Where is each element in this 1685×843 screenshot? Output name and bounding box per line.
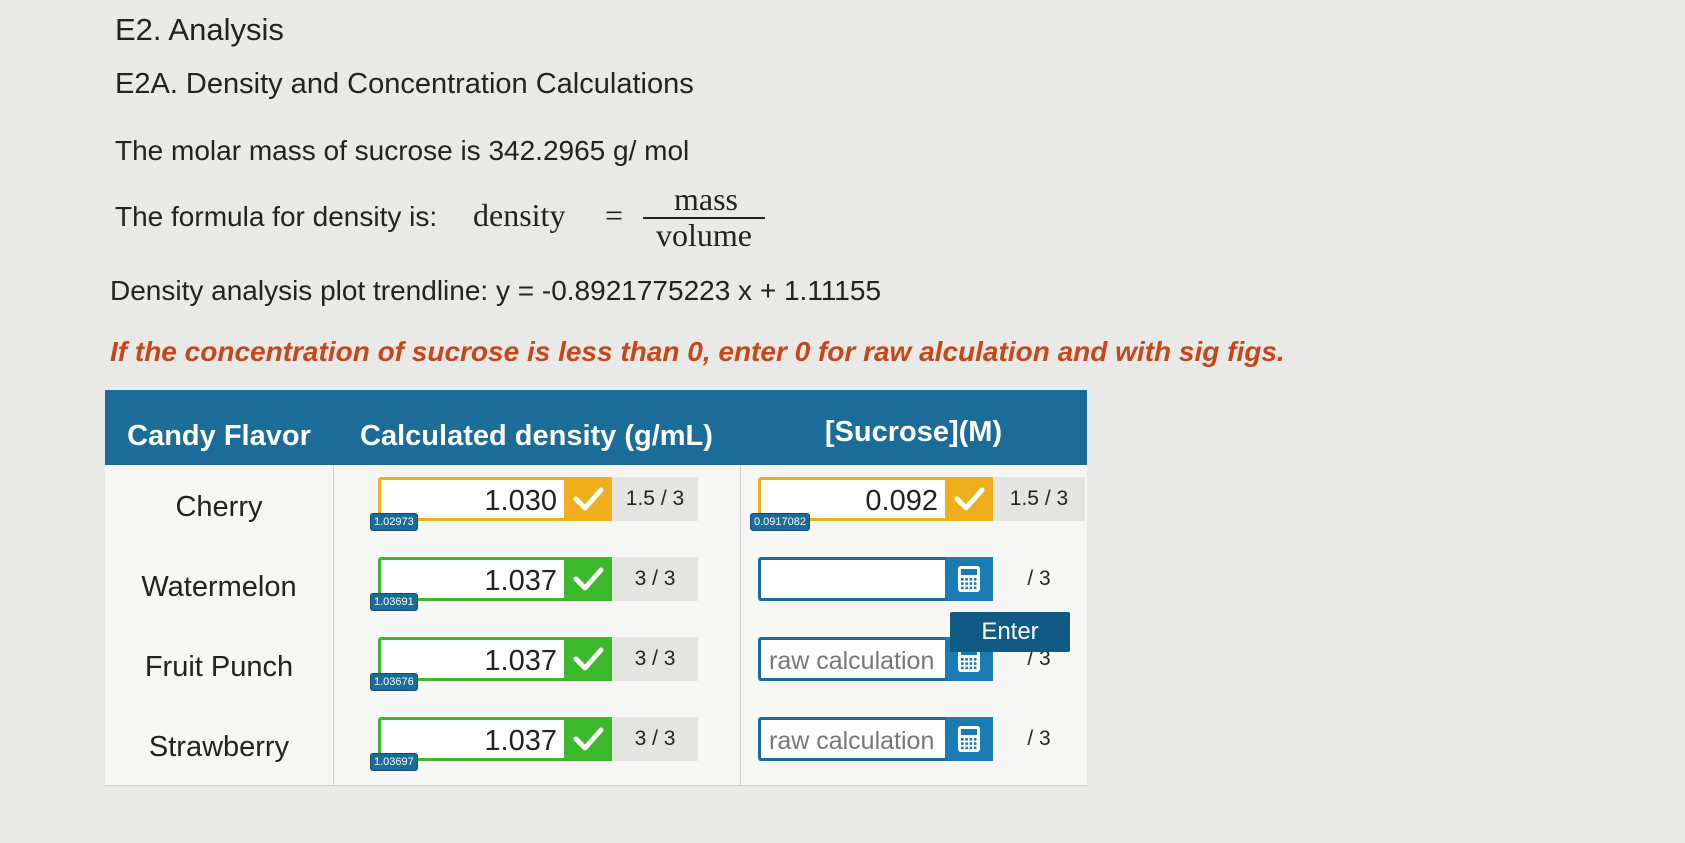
- formula-lhs: density: [473, 197, 566, 233]
- calculator-icon: [958, 726, 980, 752]
- answer-hint: 0.0917082: [750, 513, 810, 531]
- check-icon: [573, 487, 604, 511]
- header-cell: [Sucrose](M): [824, 416, 1003, 448]
- sucrose-input[interactable]: raw calculation: [758, 717, 993, 761]
- check-icon: [954, 487, 985, 511]
- table-row: Strawberry 1.037 3 / 3 1.03697 raw calculati…: [105, 705, 1087, 786]
- instruction: If the concentration of sucrose is less …: [110, 336, 1285, 367]
- flavor-cell: Cherry: [175, 491, 263, 523]
- input-placeholder: raw calculation: [769, 647, 935, 675]
- flavor-cell: Fruit Punch: [144, 651, 294, 683]
- heading: E2. Analysis: [115, 12, 284, 47]
- molar-mass: The molar mass of sucrose is 342.2965 g/…: [115, 135, 690, 166]
- formula-denominator: volume: [656, 217, 752, 253]
- header-cell: Candy Flavor: [127, 420, 311, 452]
- score: 3 / 3: [612, 637, 698, 681]
- subheading: E2A. Density and Concentration Calculati…: [115, 68, 694, 100]
- cell-border: [740, 545, 741, 625]
- table-row: Cherry 1.030 1.5 / 3 1.02973 0.092 1.5 / 3 0.0…: [105, 465, 1087, 546]
- check-icon: [573, 567, 604, 591]
- input-placeholder: raw calculation: [769, 727, 935, 755]
- sucrose-input[interactable]: [758, 557, 993, 601]
- score: 1.5 / 3: [612, 477, 698, 521]
- calculator-button[interactable]: [945, 557, 993, 601]
- score: / 3: [1027, 567, 1051, 590]
- check-icon: [573, 727, 604, 751]
- score: / 3: [1027, 647, 1051, 670]
- input-value: 1.037: [484, 645, 557, 677]
- check-badge: [564, 637, 612, 681]
- cell-border: [740, 705, 741, 785]
- score: / 3: [1027, 727, 1051, 750]
- cell-border: [333, 625, 334, 705]
- input-value: 1.030: [484, 485, 557, 517]
- score: 1.5 / 3: [993, 477, 1085, 521]
- answer-hint: 1.03676: [370, 673, 418, 691]
- check-badge: [564, 717, 612, 761]
- table-header: Candy Flavor Calculated density (g/mL) […: [105, 390, 1087, 465]
- fraction-bar: [643, 217, 765, 219]
- sucrose-input[interactable]: 0.092: [758, 477, 993, 521]
- trendline: Density analysis plot trendline: y = -0.…: [110, 275, 882, 306]
- formula-eq: =: [605, 197, 624, 233]
- calculator-icon: [958, 566, 980, 592]
- flavor-cell: Strawberry: [148, 731, 290, 763]
- cell-border: [333, 705, 334, 785]
- input-value: 1.037: [484, 725, 557, 757]
- cell-border: [333, 465, 334, 545]
- cell-border: [333, 545, 334, 625]
- input-value: 1.037: [484, 565, 557, 597]
- check-badge: [564, 557, 612, 601]
- score: 3 / 3: [612, 557, 698, 601]
- input-value: 0.092: [865, 485, 938, 517]
- cell-border: [740, 465, 741, 545]
- enter-button[interactable]: Enter: [950, 612, 1070, 652]
- formula-numerator: mass: [674, 181, 738, 217]
- score: 3 / 3: [612, 717, 698, 761]
- calculator-icon: [958, 646, 980, 672]
- calculator-button[interactable]: [945, 717, 993, 761]
- formula-label: The formula for density is:: [115, 201, 438, 232]
- flavor-cell: Watermelon: [141, 571, 297, 603]
- table-row: Fruit Punch 1.037 3 / 3 1.03676 raw calculat…: [105, 625, 1087, 706]
- answer-hint: 1.02973: [370, 513, 418, 531]
- check-icon: [573, 647, 604, 671]
- header-cell: Calculated density (g/mL): [360, 420, 713, 452]
- table-row: Watermelon 1.037 3 / 3 1.03691 / 3: [105, 545, 1087, 626]
- answer-hint: 1.03691: [370, 593, 418, 611]
- check-badge: [564, 477, 612, 521]
- cell-border: [740, 625, 741, 705]
- check-badge: [945, 477, 993, 521]
- answer-hint: 1.03697: [370, 753, 418, 771]
